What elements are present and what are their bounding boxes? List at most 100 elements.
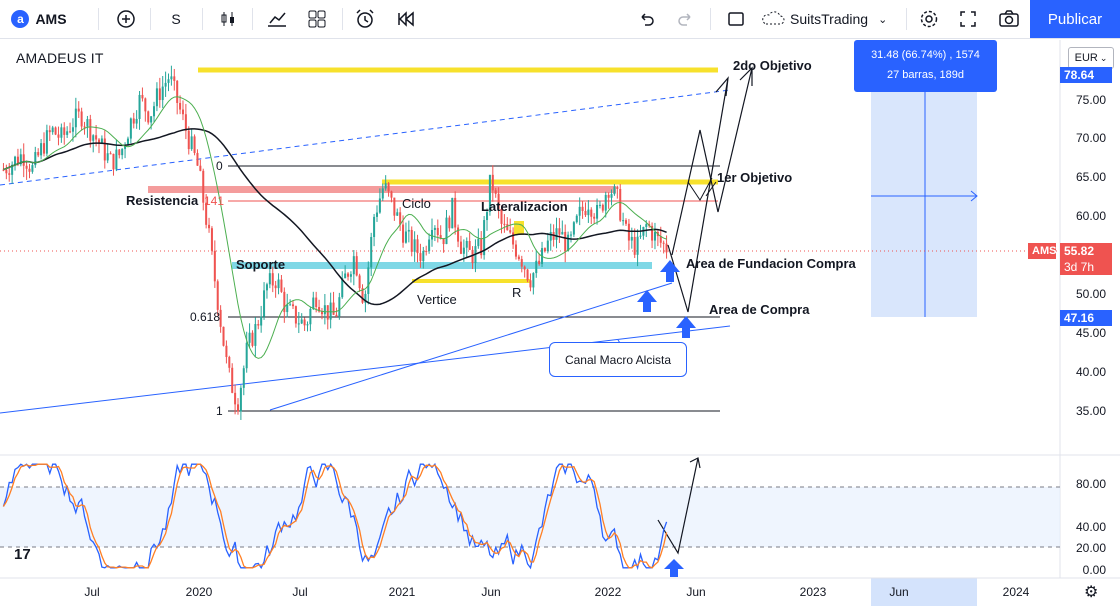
candle-body bbox=[95, 135, 98, 140]
candle-body bbox=[326, 305, 329, 320]
candle-body bbox=[387, 183, 390, 192]
undo-button[interactable] bbox=[632, 0, 660, 38]
candle-body bbox=[546, 240, 549, 252]
symbol-badge: AMS bbox=[1028, 243, 1056, 259]
axis-settings-gear-icon[interactable]: ⚙ bbox=[1084, 584, 1099, 601]
fib-label-0618: 0.618 bbox=[190, 310, 221, 324]
projection-arrow-2 bbox=[671, 66, 753, 256]
candle-body bbox=[66, 131, 69, 135]
price-tick-label: 40.00 bbox=[1075, 365, 1106, 380]
time-tick-label: Jul bbox=[292, 585, 308, 599]
publish-button[interactable]: Publicar bbox=[1030, 0, 1120, 38]
candle-body bbox=[100, 138, 103, 144]
fullscreen-frame-button[interactable] bbox=[722, 0, 750, 38]
candle-body bbox=[627, 223, 630, 241]
candle-body bbox=[543, 248, 546, 252]
candle-body bbox=[329, 302, 332, 320]
candle-body bbox=[436, 227, 439, 236]
time-tick-label: 2024 bbox=[1002, 585, 1030, 599]
fullscreen-button[interactable] bbox=[954, 0, 982, 38]
candle-body bbox=[367, 267, 370, 294]
settings-button[interactable] bbox=[914, 0, 944, 38]
measure-time-fill bbox=[871, 578, 977, 606]
candle-body bbox=[483, 220, 486, 256]
price-tick-label: 75.00 bbox=[1075, 92, 1106, 107]
candle-body bbox=[208, 224, 211, 229]
candle-body bbox=[109, 153, 112, 155]
chart-title: AMADEUS IT bbox=[16, 50, 104, 66]
redo-button[interactable] bbox=[672, 0, 700, 38]
candle-body bbox=[306, 324, 309, 326]
candle-body bbox=[404, 231, 407, 243]
candle-body bbox=[19, 154, 22, 165]
layout-selector[interactable]: SuitsTrading ⌄ bbox=[760, 0, 900, 38]
candle-body bbox=[413, 239, 416, 252]
candle-body bbox=[51, 127, 54, 133]
candle-body bbox=[271, 273, 274, 286]
candle-body bbox=[567, 234, 570, 251]
label-objetivo1: 1er Objetivo bbox=[717, 170, 793, 185]
currency-label: EUR bbox=[1074, 52, 1098, 64]
candle-body bbox=[500, 208, 503, 224]
alert-button[interactable] bbox=[350, 0, 380, 38]
candle-body bbox=[37, 152, 40, 156]
stoch-tick-label: 0.00 bbox=[1082, 563, 1106, 577]
candle-body bbox=[173, 76, 176, 81]
candle-body bbox=[454, 197, 457, 228]
snapshot-button[interactable] bbox=[994, 0, 1024, 38]
candle-body bbox=[659, 236, 662, 243]
replay-button[interactable] bbox=[392, 0, 420, 38]
candle-body bbox=[92, 135, 95, 141]
interval-button[interactable]: S bbox=[162, 0, 190, 38]
candle-body bbox=[291, 304, 295, 307]
candle-body bbox=[286, 304, 289, 313]
grid-layout-icon bbox=[308, 10, 326, 28]
candle-body bbox=[593, 216, 596, 219]
currency-selector[interactable]: EUR ⌄ bbox=[1068, 47, 1114, 69]
candle-body bbox=[89, 119, 92, 141]
layout-button[interactable] bbox=[302, 0, 332, 38]
candle-body bbox=[248, 332, 251, 343]
candle-body bbox=[491, 174, 494, 191]
candles-icon bbox=[221, 12, 234, 26]
candle-body bbox=[126, 138, 129, 146]
candle-body bbox=[512, 232, 515, 245]
candle-body bbox=[425, 250, 428, 252]
measure-line2: 27 barras, 189d bbox=[886, 69, 965, 81]
candle-body bbox=[509, 230, 512, 233]
indicators-button[interactable] bbox=[262, 0, 292, 38]
candle-body bbox=[390, 191, 393, 198]
square-icon bbox=[728, 12, 744, 26]
candle-body bbox=[529, 280, 532, 288]
candle-body bbox=[254, 324, 257, 346]
label-vertice: Vertice bbox=[417, 292, 457, 307]
candle-body bbox=[54, 127, 57, 135]
candle-body bbox=[86, 119, 89, 127]
brand-logo-icon: a bbox=[11, 10, 30, 28]
candle-body bbox=[318, 306, 321, 312]
candle-body bbox=[210, 228, 213, 251]
symbol-selector[interactable]: a AMS bbox=[8, 0, 70, 38]
candle-body bbox=[265, 284, 268, 291]
candle-body bbox=[645, 224, 648, 227]
candle-body bbox=[25, 165, 28, 169]
candle-body bbox=[422, 250, 425, 262]
add-symbol-button[interactable] bbox=[112, 0, 140, 38]
chart-type-button[interactable] bbox=[214, 0, 242, 38]
candle-body bbox=[315, 297, 318, 307]
candle-body bbox=[179, 102, 182, 110]
label-resistencia-num: 141 bbox=[204, 194, 225, 208]
measure-arrow bbox=[970, 190, 978, 202]
candle-body bbox=[506, 224, 509, 231]
stoch-projection-arrow bbox=[657, 457, 701, 555]
candle-body bbox=[300, 319, 303, 324]
candle-body bbox=[187, 130, 190, 150]
candle-body bbox=[234, 392, 237, 405]
tradingview-logo[interactable]: 17 bbox=[14, 546, 31, 563]
candle-body bbox=[176, 80, 179, 103]
candle-body bbox=[263, 290, 266, 317]
candle-body bbox=[16, 156, 19, 165]
candle-body bbox=[167, 79, 170, 83]
channel-rising-line bbox=[269, 282, 673, 411]
